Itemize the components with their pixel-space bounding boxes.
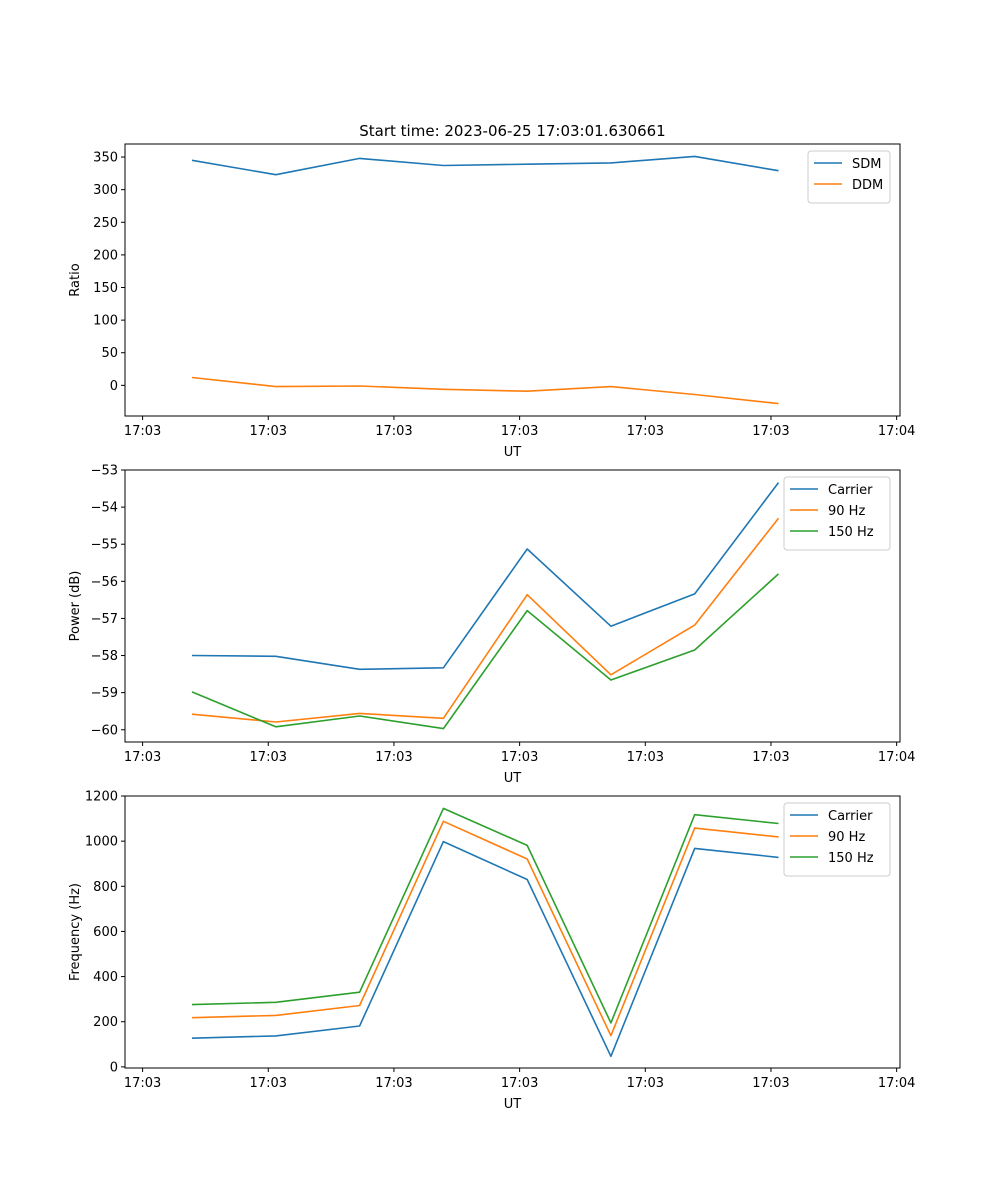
y-tick-label: 350: [93, 151, 118, 166]
x-tick-label: 17:03: [627, 750, 664, 765]
y-axis-label: Power (dB): [68, 571, 83, 642]
subplot-3: 17:03 17:03 17:03 17:03 17:03 17:03 17:04 0 200 4…: [68, 790, 915, 1113]
series-line-1: [191, 155, 779, 176]
x-tick-label: 17:03: [752, 750, 789, 765]
y-tick-label: −53: [91, 464, 118, 479]
chart-title: Start time: 2023-06-25 17:03:01.630661: [359, 122, 665, 140]
x-tick-label: 17:04: [878, 424, 915, 439]
y-axis-label: Ratio: [68, 263, 83, 296]
x-axis-label: UT: [504, 445, 522, 460]
x-tick-label: 17:03: [501, 1076, 538, 1091]
x-tick-label: 17:03: [124, 750, 161, 765]
x-tick-label: 17:04: [878, 750, 915, 765]
series-line-3: [191, 807, 779, 1024]
x-tick-label: 17:03: [250, 424, 287, 439]
y-tick-label: 150: [93, 281, 118, 296]
subplot-1: Start time: 2023-06-25 17:03:01.630661 17…: [68, 122, 915, 460]
series-line-2: [191, 517, 780, 723]
y-tick-label: 50: [101, 346, 118, 361]
y-tick-label: −57: [91, 612, 118, 627]
legend: Carrier 90 Hz 150 Hz: [783, 476, 891, 551]
plot-frame: [124, 469, 901, 743]
y-tick-label: −54: [91, 501, 118, 516]
y-tick-label: 300: [93, 183, 118, 198]
legend: Carrier 90 Hz 150 Hz: [783, 802, 891, 877]
x-tick-label: 17:03: [627, 424, 664, 439]
y-axis-label: Frequency (Hz): [68, 883, 83, 981]
y-tick-label: 100: [93, 314, 118, 329]
x-tick-label: 17:03: [124, 1076, 161, 1091]
y-tick-label: 0: [110, 1060, 118, 1075]
plot-frame: [124, 795, 901, 1069]
plot-frame: [124, 143, 901, 417]
x-tick-label: 17:03: [752, 424, 789, 439]
y-tick-label: 800: [93, 880, 118, 895]
series-line-2: [191, 376, 779, 405]
series-line-2: [191, 820, 779, 1037]
series-line-3: [191, 573, 780, 730]
legend-entry: DDM: [852, 178, 883, 193]
x-tick-label: 17:03: [375, 750, 412, 765]
y-tick-label: −56: [91, 575, 118, 590]
y-tick-label: 1000: [85, 835, 118, 850]
x-tick-label: 17:03: [375, 424, 412, 439]
legend-entry: 90 Hz: [828, 504, 865, 519]
x-tick-label: 17:03: [752, 1076, 789, 1091]
x-tick-label: 17:03: [501, 750, 538, 765]
y-tick-label: 200: [93, 1015, 118, 1030]
series-line-1: [191, 840, 779, 1058]
x-axis-label: UT: [504, 771, 522, 786]
subplot-2: 17:03 17:03 17:03 17:03 17:03 17:03 17:04 −60 −5…: [68, 464, 915, 787]
y-tick-label: 0: [110, 379, 118, 394]
y-tick-label: −60: [91, 723, 118, 738]
y-tick-label: 600: [93, 925, 118, 940]
y-tick-label: −55: [91, 538, 118, 553]
y-tick-label: 200: [93, 248, 118, 263]
legend-entry: Carrier: [828, 483, 873, 498]
legend-entry: Carrier: [828, 809, 873, 824]
legend-box: [807, 150, 891, 204]
y-tick-label: 400: [93, 970, 118, 985]
x-tick-label: 17:03: [501, 424, 538, 439]
legend-entry: 150 Hz: [828, 525, 874, 540]
x-tick-label: 17:03: [627, 1076, 664, 1091]
x-tick-label: 17:03: [250, 1076, 287, 1091]
x-tick-label: 17:03: [124, 424, 161, 439]
legend-entry: 150 Hz: [828, 851, 874, 866]
y-tick-label: −59: [91, 686, 118, 701]
y-tick-label: 1200: [85, 790, 118, 805]
series-line-1: [191, 482, 780, 671]
legend-entry: 90 Hz: [828, 830, 865, 845]
x-tick-label: 17:03: [375, 1076, 412, 1091]
legend-entry: SDM: [852, 157, 881, 172]
legend: SDM DDM: [807, 150, 891, 204]
y-tick-label: 250: [93, 216, 118, 231]
x-axis-label: UT: [504, 1097, 522, 1112]
x-tick-label: 17:03: [250, 750, 287, 765]
y-tick-label: −58: [91, 649, 118, 664]
x-tick-label: 17:04: [878, 1076, 915, 1091]
